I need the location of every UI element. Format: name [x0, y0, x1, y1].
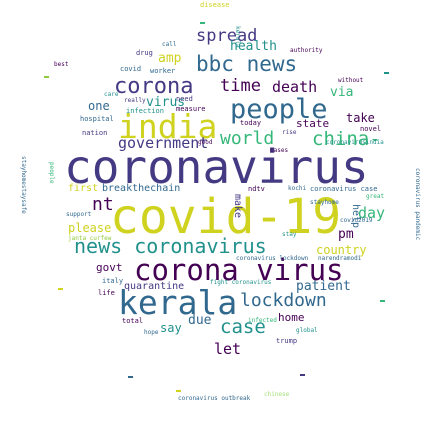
word-first: first — [68, 183, 99, 194]
word-authority: authority — [290, 47, 323, 54]
word-ndtv: ndtv — [248, 185, 265, 193]
word-stayhomestaysafe: stayhomestaysafe — [20, 156, 27, 214]
word-via: via — [330, 85, 354, 100]
word-novel: novel — [360, 125, 382, 133]
word-make: make — [232, 194, 243, 219]
word-news-coronavirus: news coronavirus — [74, 234, 267, 258]
word-corona-virus: corona virus — [134, 253, 344, 287]
speck — [44, 76, 49, 78]
word-one: one — [88, 99, 110, 113]
word-health: health — [230, 39, 277, 54]
speck — [200, 22, 205, 24]
word-let: let — [214, 340, 242, 358]
word-spread: spread — [196, 26, 258, 46]
word-infected: infected — [248, 317, 277, 324]
word-home: home — [278, 311, 305, 324]
word-pm: pm — [338, 227, 354, 242]
word-people: people — [230, 94, 328, 125]
word-chinese: chinese — [264, 391, 290, 398]
word-government: government — [118, 134, 209, 152]
word-coronavirus-outbreak: coronavirus outbreak — [178, 395, 251, 402]
speck — [380, 300, 385, 302]
word-world: world — [220, 128, 275, 149]
word-china: china- — [312, 128, 381, 150]
word-amp: amp — [158, 51, 182, 66]
word-please: please — [68, 221, 112, 235]
word-lockdown: lockdown — [240, 290, 327, 311]
word-breakthechain: breakthechain — [102, 183, 181, 194]
word-govt: govt — [96, 261, 123, 274]
word-care: care — [104, 91, 119, 98]
word-time: time — [220, 76, 261, 96]
word-due: due — [188, 313, 212, 328]
word-nation: nation — [82, 129, 108, 137]
word-coronavirus-pandemic: coronavirus pandemic — [414, 168, 421, 241]
word-virus: virus — [146, 95, 186, 110]
word-italy: italy — [102, 277, 124, 285]
word-coronavirus: coronavirus — [64, 140, 369, 194]
word-great: great — [366, 193, 385, 200]
word-coronavirusindia: coronavirusindia — [326, 139, 384, 146]
word-need: need — [176, 95, 193, 103]
word-covid: covid — [120, 65, 142, 73]
word-best: best — [54, 61, 69, 68]
word-without: without — [338, 77, 364, 84]
word-day: day — [358, 204, 386, 222]
word-hospital: hospital — [80, 115, 114, 123]
word-country: country — [316, 243, 367, 257]
word-kochi: kochi — [288, 185, 307, 192]
word-kerala-small: kerala — [234, 26, 241, 48]
word-take: take — [346, 111, 375, 125]
word-trump: trump — [276, 337, 298, 345]
word-covid19: covid-19 — [110, 189, 342, 245]
speck — [128, 376, 133, 378]
word-state: state — [296, 117, 330, 130]
word-disease: disease — [200, 1, 230, 9]
word-stay: stay — [282, 231, 297, 238]
word-kerala: kerala — [118, 283, 238, 322]
word-coronavirus-lockdown: coronavirus lockdown — [236, 255, 309, 262]
word-cases: cases — [270, 147, 289, 154]
word-quarantine: quarantine — [124, 281, 185, 292]
word-corona: corona — [114, 74, 194, 99]
speck — [58, 288, 63, 290]
word-stayhome: stayhome — [310, 199, 339, 206]
word-india: india — [118, 107, 218, 146]
word-hope: hope — [144, 329, 159, 336]
word-patient: patient — [296, 279, 351, 294]
speck — [384, 72, 389, 74]
word-coronavirus-case: coronavirus case — [310, 185, 378, 193]
word-rise: rise — [282, 129, 297, 136]
speck — [300, 374, 305, 376]
word-janta-curfew: janta curfew — [68, 235, 112, 242]
word-support: support — [66, 211, 92, 218]
word-infection: infection — [126, 107, 164, 115]
word-life: life — [98, 289, 115, 297]
speck — [176, 390, 181, 392]
word-people-small: people — [48, 162, 55, 184]
word-drug: drug — [136, 49, 153, 57]
word-case: case — [220, 316, 266, 338]
word-covid2019: covid2019 — [340, 217, 373, 224]
word-death: death — [272, 78, 318, 96]
word-fight-coronavirus: fight coronavirus — [210, 279, 272, 286]
word-today: today — [240, 119, 262, 127]
word-really: really — [124, 97, 146, 104]
word-global: global — [296, 327, 318, 334]
word-call: call — [162, 41, 177, 48]
word-measure: measure — [176, 105, 206, 113]
word-bbc-news: bbc news — [196, 52, 298, 76]
word-worker: worker — [150, 67, 176, 75]
word-narendramodi: narendramodi — [318, 255, 362, 262]
word-say: say — [160, 321, 182, 335]
word-good: good — [198, 139, 213, 146]
word-total: total — [122, 317, 144, 325]
word-nt: nt — [92, 194, 114, 215]
